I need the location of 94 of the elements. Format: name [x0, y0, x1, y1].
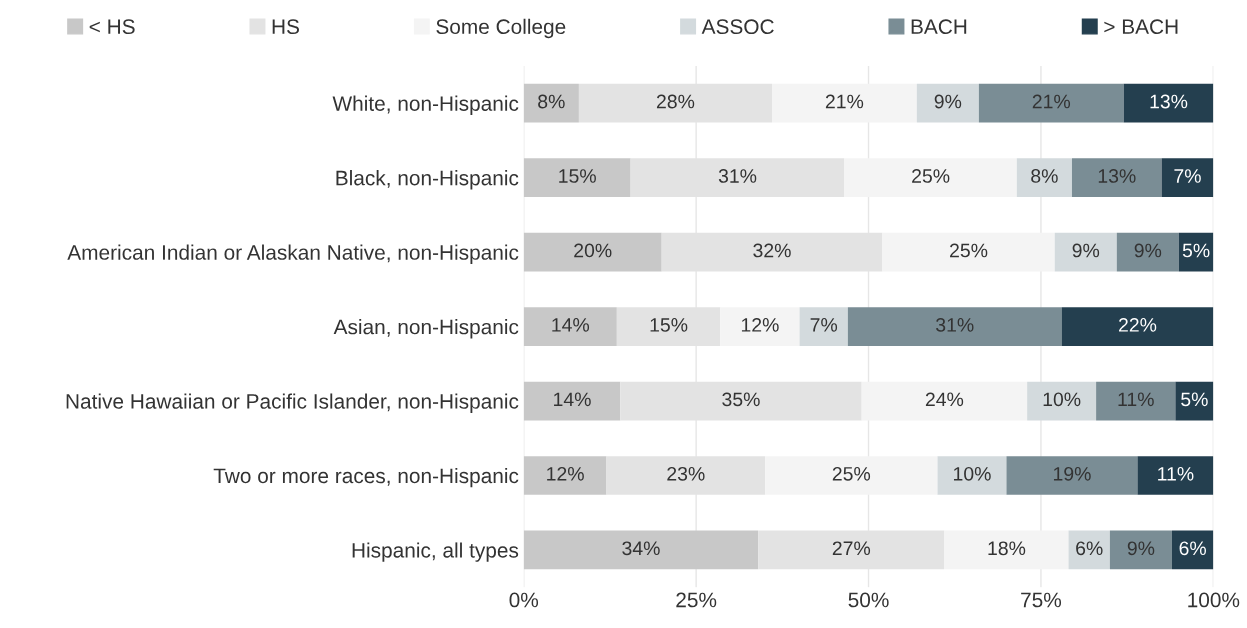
data-label: 22%: [1119, 318, 1157, 332]
data-label: 9%: [934, 94, 962, 109]
y-tick-label: American Indian or Alaskan Native, non-Hispanic: [67, 244, 519, 264]
bar: [1109, 530, 1172, 570]
data-label: 24%: [925, 392, 964, 407]
data-label: 15%: [559, 169, 596, 183]
bar: [882, 232, 1055, 272]
legend-label: HS: [272, 19, 299, 35]
data-label: 31%: [718, 169, 757, 183]
bar: [861, 381, 1028, 421]
bar: [1161, 158, 1214, 197]
data-label: 8%: [1031, 169, 1058, 183]
data-label: 5%: [1181, 392, 1208, 407]
data-label: 21%: [1032, 94, 1071, 109]
data-label: 5%: [1182, 243, 1210, 258]
data-label: 25%: [950, 243, 988, 258]
bar: [1006, 456, 1138, 495]
data-label: 10%: [1043, 392, 1081, 407]
data-label: 34%: [622, 541, 660, 556]
data-label: 15%: [650, 318, 688, 332]
y-tick-label: Black, non-Hispanic: [336, 170, 519, 190]
x-tick-label: 75%: [1021, 592, 1062, 608]
data-label: 10%: [954, 466, 991, 481]
bar: [937, 456, 1007, 495]
bar: [765, 456, 938, 495]
data-label: 25%: [912, 169, 950, 183]
data-label: 28%: [656, 94, 695, 109]
bar: [1016, 158, 1072, 197]
bar: [1071, 158, 1162, 197]
data-label: 27%: [832, 541, 871, 556]
bar: [523, 158, 631, 197]
data-label: 6%: [1076, 541, 1103, 556]
y-tick-label: Two or more races, non-Hispanic: [213, 467, 519, 488]
bar: [523, 232, 662, 272]
x-tick-label: 0%: [509, 592, 539, 608]
data-label: 35%: [722, 392, 760, 407]
bar: [523, 456, 607, 495]
data-label: 6%: [1179, 541, 1206, 556]
bar: [1096, 381, 1176, 421]
legend-label: Some College: [436, 18, 566, 39]
bar: [1027, 381, 1097, 421]
data-label: 19%: [1053, 466, 1091, 481]
legend-label: < HS: [89, 19, 135, 35]
legend-label: > BACH: [1104, 19, 1178, 35]
bar: [1061, 307, 1214, 346]
bar: [523, 83, 579, 123]
bar: [944, 530, 1069, 570]
data-label: 12%: [741, 318, 779, 332]
data-label: 7%: [1174, 169, 1201, 183]
data-label: 18%: [988, 541, 1026, 556]
bar: [720, 307, 800, 346]
data-label: 14%: [554, 392, 591, 407]
bar: [1054, 232, 1117, 272]
legend-label: ASSOC: [701, 19, 774, 35]
legend-label: BACH: [911, 19, 967, 35]
bar: [1123, 83, 1214, 123]
y-tick-label: White, non-Hispanic: [332, 95, 519, 116]
data-label: 11%: [1118, 392, 1154, 407]
data-label: 14%: [552, 318, 590, 332]
x-tick-label: 25%: [676, 592, 717, 608]
x-tick-label: 50%: [848, 592, 889, 608]
bar: [1171, 530, 1214, 570]
y-tick-label: Asian, non-Hispanic: [333, 319, 519, 339]
bar: [799, 307, 848, 346]
bar: [978, 83, 1124, 123]
bar: [771, 83, 917, 123]
data-label: 9%: [1134, 243, 1162, 258]
data-label: 13%: [1150, 94, 1188, 109]
data-label: 9%: [1072, 243, 1100, 258]
data-label: 7%: [810, 318, 838, 332]
data-label: 9%: [1127, 541, 1155, 556]
bar: [523, 307, 617, 346]
bar: [523, 381, 621, 421]
bar: [1175, 381, 1214, 421]
bar: [847, 307, 1062, 346]
data-label: 11%: [1158, 467, 1194, 481]
bar: [1137, 456, 1214, 495]
data-label: 25%: [832, 466, 871, 481]
data-label: 21%: [825, 94, 864, 109]
bar: [916, 83, 979, 123]
y-tick-label: Hispanic, all types: [352, 542, 519, 562]
bar: [844, 158, 1017, 197]
data-label: 31%: [936, 318, 974, 332]
bar: [1116, 232, 1179, 272]
data-label: 32%: [753, 243, 791, 258]
bar: [523, 530, 759, 570]
data-label: 13%: [1098, 169, 1136, 183]
data-label: 12%: [547, 466, 584, 481]
data-label: 8%: [538, 94, 565, 109]
bar: [1068, 530, 1110, 570]
x-tick-label: 100%: [1188, 592, 1240, 608]
data-label: 23%: [667, 466, 705, 481]
y-tick-label: Native Hawaiian or Pacific Islander, non-Hispanic: [66, 393, 519, 413]
data-label: 20%: [574, 243, 612, 258]
